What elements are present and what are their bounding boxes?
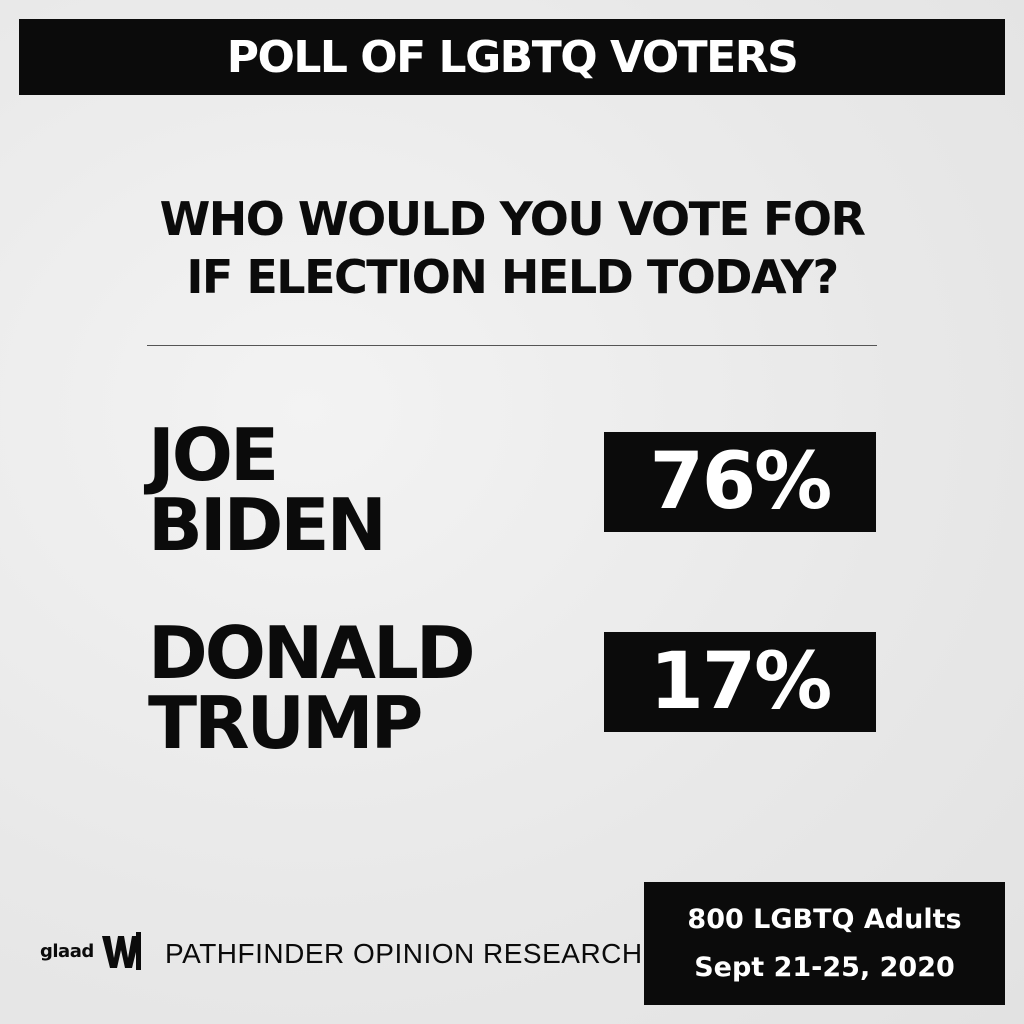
title-banner: POLL OF LGBTQ VOTERS [19,19,1005,95]
percent-box-trump: 17% [604,632,876,732]
glaad-logo-icon [101,932,141,970]
candidate-last-name: TRUMP [148,681,423,765]
banner-title: POLL OF LGBTQ VOTERS [226,31,799,83]
sample-info-box: 800 LGBTQ Adults Sept 21-25, 2020 [644,882,1005,1005]
glaad-logo: glaad [40,928,144,974]
poll-question: WHO WOULD YOU VOTE FOR IF ELECTION HELD … [0,190,1024,306]
poll-dates: Sept 21-25, 2020 [694,951,955,983]
divider-line [147,345,877,346]
question-line-2: IF ELECTION HELD TODAY? [186,250,839,304]
candidate-first-name: DONALD [148,611,476,695]
percent-value: 76% [649,437,833,527]
percent-value: 17% [649,637,833,727]
candidate-name-biden: JOE BIDEN [148,413,387,567]
percent-box-biden: 76% [604,432,876,532]
sample-size: 800 LGBTQ Adults [687,903,962,935]
candidate-last-name: BIDEN [148,483,387,567]
candidate-name-trump: DONALD TRUMP [148,611,476,765]
candidate-first-name: JOE [148,413,279,497]
research-firm-label: PATHFINDER OPINION RESEARCH [165,938,643,969]
glaad-wordmark: glaad [40,940,94,962]
question-line-1: WHO WOULD YOU VOTE FOR [159,192,866,246]
